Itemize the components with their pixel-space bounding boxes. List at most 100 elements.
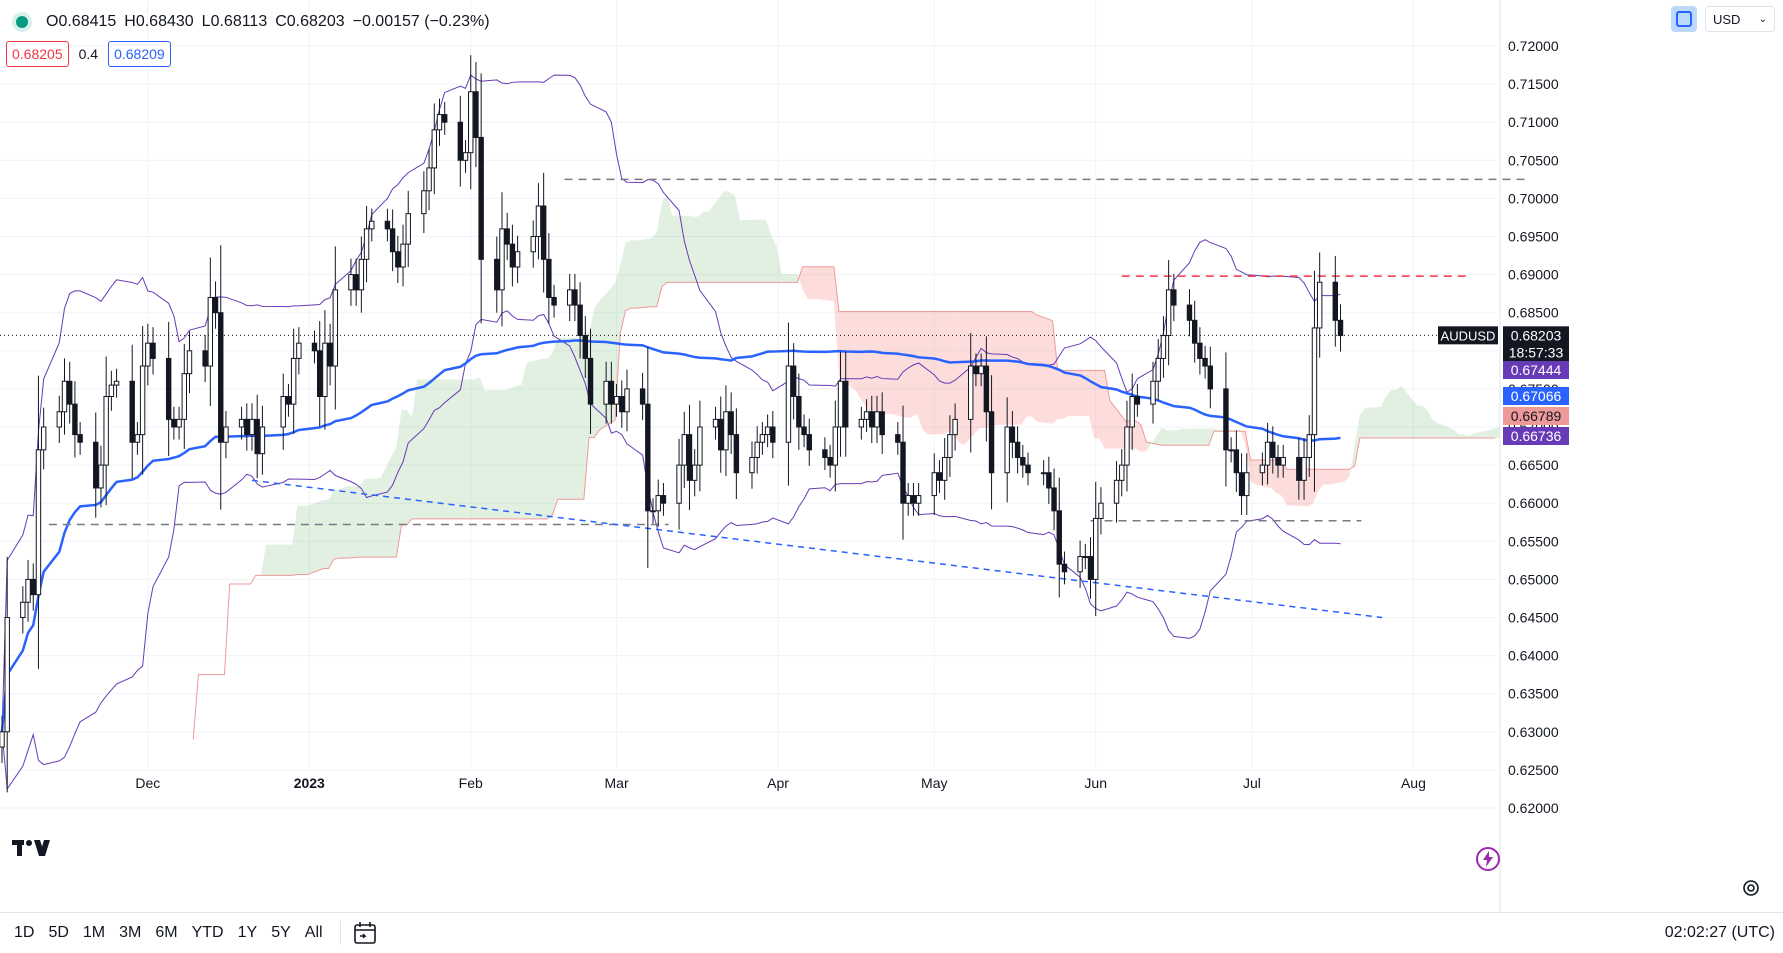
candle-body bbox=[749, 456, 755, 474]
candle-body bbox=[587, 357, 594, 405]
candle bbox=[863, 399, 870, 432]
cloud-segment bbox=[292, 505, 298, 576]
candle-body bbox=[582, 335, 589, 359]
change-value: −0.00157 (−0.23%) bbox=[352, 13, 490, 30]
candle bbox=[134, 422, 141, 455]
candle bbox=[1202, 345, 1208, 379]
candle bbox=[1155, 338, 1161, 401]
candle bbox=[681, 411, 687, 488]
cloud-segment bbox=[687, 215, 694, 283]
candle bbox=[1087, 537, 1094, 599]
candle-body bbox=[608, 380, 615, 405]
currency-select[interactable]: USD ⌄ bbox=[1705, 6, 1775, 32]
candle-body bbox=[395, 251, 401, 268]
candle bbox=[441, 102, 448, 135]
range-1m-button[interactable]: 1M bbox=[82, 923, 106, 941]
range-ytd-button[interactable]: YTD bbox=[191, 923, 224, 941]
cloud-segment bbox=[328, 490, 334, 569]
candle bbox=[249, 403, 255, 451]
tradingview-logo-icon[interactable] bbox=[12, 836, 52, 858]
candle-body bbox=[176, 418, 182, 428]
candle-body bbox=[900, 441, 906, 504]
candle bbox=[723, 385, 729, 477]
date-range-icon[interactable] bbox=[351, 919, 379, 947]
candle bbox=[915, 483, 922, 516]
range-6m-button[interactable]: 6M bbox=[155, 923, 178, 941]
lightning-icon[interactable] bbox=[1475, 846, 1501, 872]
candle bbox=[25, 559, 31, 622]
candle bbox=[254, 394, 260, 479]
range-1d-button[interactable]: 1D bbox=[14, 923, 35, 941]
candle bbox=[1025, 452, 1031, 486]
range-5d-button[interactable]: 5D bbox=[48, 923, 69, 941]
cloud-segment bbox=[1177, 428, 1183, 446]
candle bbox=[624, 369, 630, 432]
indicator-price-label: 0.66789 bbox=[1511, 408, 1562, 424]
candle bbox=[1197, 327, 1203, 375]
range-5y-button[interactable]: 5Y bbox=[271, 923, 291, 941]
market-status-icon bbox=[16, 16, 28, 28]
candle-body bbox=[843, 380, 849, 428]
candle-body bbox=[577, 304, 583, 337]
candle-body bbox=[1233, 449, 1240, 474]
candle-body bbox=[1009, 426, 1016, 443]
candle-body bbox=[832, 426, 839, 466]
candle-body bbox=[619, 396, 625, 413]
cloud-segment bbox=[667, 194, 673, 283]
sync-icon[interactable] bbox=[1671, 6, 1697, 32]
candle bbox=[1150, 361, 1156, 424]
price-tick-label: 0.64000 bbox=[1508, 648, 1559, 664]
candle bbox=[348, 258, 354, 306]
candle-body bbox=[35, 449, 42, 596]
cloud-segment bbox=[625, 240, 631, 311]
candle-body bbox=[973, 365, 979, 375]
candle-body bbox=[1202, 357, 1208, 367]
candle bbox=[931, 453, 937, 516]
buy-price-button[interactable]: 0.68209 bbox=[108, 41, 171, 67]
cloud-segment bbox=[620, 242, 626, 334]
cloud-segment bbox=[745, 219, 761, 283]
cloud-segment bbox=[286, 544, 293, 576]
range-1y-button[interactable]: 1Y bbox=[237, 923, 258, 941]
time-tick-label: Feb bbox=[459, 775, 483, 791]
indicator-price-tag bbox=[1503, 407, 1569, 425]
time-tick-label: Apr bbox=[767, 775, 789, 791]
candle bbox=[1004, 397, 1010, 503]
cloud-segment bbox=[693, 216, 699, 283]
candle-body bbox=[1020, 456, 1026, 466]
candle bbox=[900, 405, 906, 540]
candle bbox=[1186, 289, 1193, 337]
price-tick-label: 0.66500 bbox=[1508, 457, 1559, 473]
cloud-segment bbox=[521, 362, 527, 519]
cloud-segment bbox=[443, 379, 449, 519]
symbol-tag-label: AUDUSD bbox=[1441, 328, 1496, 343]
spread-value: 0.4 bbox=[78, 46, 99, 62]
candle bbox=[790, 343, 797, 420]
range-all-button[interactable]: All bbox=[304, 923, 323, 941]
candle-body bbox=[1296, 456, 1302, 481]
sell-price-button[interactable]: 0.68205 bbox=[6, 41, 69, 67]
cloud-segment bbox=[1312, 469, 1319, 504]
candle-body bbox=[311, 342, 318, 352]
cloud-segment bbox=[797, 266, 803, 289]
utc-clock[interactable]: 02:02:27 (UTC) bbox=[1664, 924, 1775, 941]
candle bbox=[186, 331, 193, 394]
candle bbox=[1233, 430, 1240, 493]
cloud-segment bbox=[490, 390, 506, 519]
candle-body bbox=[494, 258, 500, 291]
cloud-segment bbox=[734, 195, 741, 283]
candle bbox=[1337, 304, 1344, 352]
cloud-segment bbox=[1391, 389, 1397, 439]
gear-icon[interactable] bbox=[1741, 878, 1761, 898]
candle bbox=[1009, 410, 1016, 459]
candle-body bbox=[1004, 426, 1010, 474]
candle-body bbox=[61, 380, 68, 413]
candle-body bbox=[988, 411, 995, 474]
time-tick-label: 2023 bbox=[294, 775, 325, 791]
candle bbox=[650, 498, 656, 524]
range-3m-button[interactable]: 3M bbox=[119, 923, 142, 941]
candle-body bbox=[603, 380, 609, 405]
candle-body bbox=[624, 388, 630, 413]
